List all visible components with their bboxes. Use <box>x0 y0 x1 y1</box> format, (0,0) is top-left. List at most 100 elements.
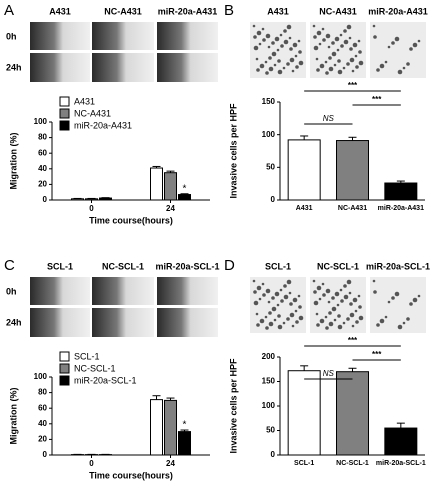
cell-dot <box>316 323 320 327</box>
cell-dot <box>277 59 281 63</box>
cell-dot <box>276 303 280 307</box>
image-label: miR-20a-A431 <box>158 6 218 16</box>
cell-dot <box>342 321 346 325</box>
cell-dot <box>394 291 400 297</box>
wound-image <box>30 277 90 305</box>
cell-dot <box>313 35 317 39</box>
cell-dot <box>277 314 281 318</box>
bar <box>178 431 191 456</box>
cell-dot <box>340 44 344 48</box>
cell-dot <box>289 312 295 318</box>
cell-dot <box>343 294 349 300</box>
cell-dot <box>321 282 325 286</box>
annotation: *** <box>372 350 382 359</box>
cell-dot <box>333 63 337 67</box>
cell-dot <box>256 323 260 327</box>
y-tick-label: 150 <box>262 377 276 386</box>
x-tick-label: 0 <box>89 459 94 468</box>
bar <box>150 167 163 201</box>
cell-dot <box>337 324 343 330</box>
panel-label: A <box>4 2 14 19</box>
cell-dot <box>265 33 271 39</box>
cell-dot <box>325 326 329 330</box>
bar <box>287 139 321 201</box>
x-tick-label: 0 <box>89 204 94 213</box>
image-label: A431 <box>49 6 71 16</box>
y-tick-label: 60 <box>38 403 47 412</box>
x-tick-label: NC-A431 <box>338 205 367 212</box>
y-tick-label: 0 <box>43 195 48 204</box>
cell-dot <box>358 50 362 54</box>
cell-dot <box>258 297 262 301</box>
cell-dot <box>337 314 341 318</box>
y-tick-label: 100 <box>262 401 276 410</box>
legend-swatch <box>59 96 70 107</box>
cell-dot <box>288 291 292 295</box>
cell-dot <box>279 33 283 37</box>
cell-dot <box>259 63 265 69</box>
y-axis-label: Invasive cells per HPF <box>228 103 238 199</box>
cell-dot <box>268 66 274 72</box>
cell-dot <box>352 297 358 303</box>
cell-dot <box>328 311 332 315</box>
cell-dot <box>337 69 343 75</box>
y-tick-label: 0 <box>43 450 48 459</box>
legend-label: NC-A431 <box>74 108 111 118</box>
y-tick-label: 80 <box>38 388 47 397</box>
cell-dot <box>277 69 283 75</box>
cell-dot <box>331 41 335 45</box>
cell-dot <box>298 305 302 309</box>
cell-dot <box>313 300 319 306</box>
cell-dot <box>391 296 395 300</box>
cell-dot <box>351 69 355 73</box>
image-label: miR-20a-SCL-1 <box>155 261 219 271</box>
y-axis-label: Migration (%) <box>8 133 18 190</box>
bar <box>178 194 191 201</box>
cell-dot <box>349 57 355 63</box>
cell-dot <box>339 33 343 37</box>
cell-dot <box>322 38 326 42</box>
cell-dot <box>394 36 400 42</box>
cell-dot <box>346 317 350 321</box>
wound-image <box>157 308 218 337</box>
bar <box>384 427 418 456</box>
cell-dot <box>318 297 322 301</box>
cell-dot <box>397 69 403 75</box>
cell-dot <box>372 24 376 28</box>
wound-image <box>157 53 218 82</box>
legend-swatch <box>59 363 70 374</box>
cell-dot <box>283 284 287 288</box>
cell-dot <box>387 300 391 304</box>
invasion-image <box>370 22 426 78</box>
cell-dot <box>391 41 395 45</box>
x-tick-label: A431 <box>296 205 313 212</box>
y-tick-label: 80 <box>38 133 47 142</box>
wound-image <box>30 308 90 337</box>
legend-swatch <box>59 375 70 386</box>
cell-dot <box>295 320 299 324</box>
cell-dot <box>328 321 334 327</box>
cell-dot <box>268 321 274 327</box>
cell-dot <box>312 279 316 283</box>
cell-dot <box>288 36 292 40</box>
cell-dot <box>262 38 266 42</box>
cell-dot <box>412 42 418 48</box>
row-label: 0h <box>6 286 17 296</box>
cell-dot <box>258 42 262 46</box>
cell-dot <box>274 291 280 297</box>
cell-dot <box>253 45 259 51</box>
cell-dot <box>331 296 335 300</box>
cell-dot <box>349 47 353 51</box>
cell-dot <box>289 57 295 63</box>
legend-label: miR-20a-A431 <box>74 120 132 130</box>
cell-dot <box>402 321 406 325</box>
image-label: NC-SCL-1 <box>102 261 144 271</box>
cell-dot <box>267 300 271 304</box>
cell-dot <box>268 311 272 315</box>
y-tick-label: 0 <box>271 195 276 204</box>
cell-dot <box>409 47 413 51</box>
cell-dot <box>355 65 359 69</box>
cell-dot <box>316 68 320 72</box>
cell-dot <box>291 69 295 73</box>
cell-dot <box>328 56 332 60</box>
